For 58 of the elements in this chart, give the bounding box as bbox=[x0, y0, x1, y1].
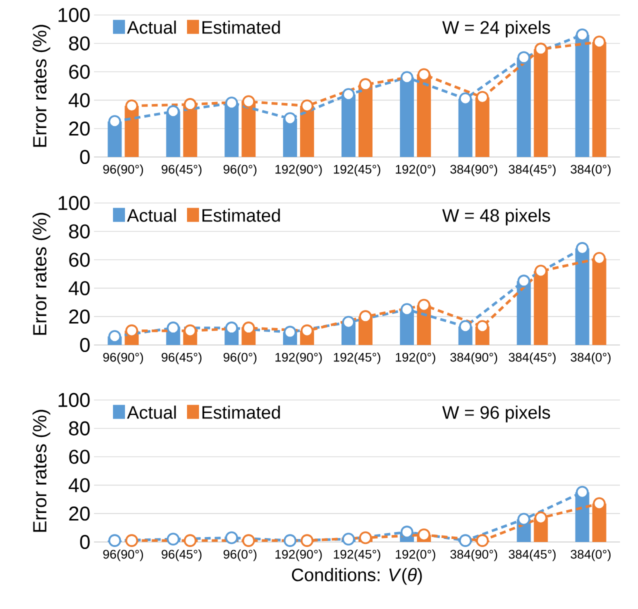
legend-label: Actual bbox=[127, 208, 176, 222]
x-tick-label: 384(0°) bbox=[570, 164, 611, 176]
x-tick-label: 96(90°) bbox=[103, 352, 144, 364]
y-axis-title: Error rates (%) bbox=[32, 212, 50, 335]
y-axis-title: Error rates (%) bbox=[32, 24, 50, 147]
x-tick-label: 192(45°) bbox=[334, 352, 380, 364]
x-tick-label: 96(45°) bbox=[162, 352, 202, 364]
y-tick-label: 40 bbox=[68, 93, 90, 108]
y-tick-label: 60 bbox=[69, 64, 90, 79]
x-tick-label: 192(45°) bbox=[334, 164, 380, 176]
legend-label: Estimated bbox=[202, 406, 280, 419]
x-tick-label: 96(0°) bbox=[224, 550, 256, 562]
x-tick-label: 96(90°) bbox=[103, 550, 144, 562]
x-tick-label: 192(90°) bbox=[275, 352, 322, 364]
annotation: W = 96 pixels bbox=[442, 406, 550, 422]
x-tick-label: 192(0°) bbox=[396, 352, 436, 364]
y-tick-label: 100 bbox=[58, 392, 90, 408]
legend-label: Actual bbox=[127, 406, 176, 419]
x-tick-label: 384(90°) bbox=[450, 352, 498, 364]
y-tick-label: 40 bbox=[68, 281, 90, 296]
y-tick-label: 80 bbox=[69, 36, 90, 50]
x-tick-label: 96(45°) bbox=[162, 550, 202, 562]
x-tick-label: 96(45°) bbox=[162, 164, 202, 176]
y-tick-label: 0 bbox=[80, 338, 90, 352]
y-tick-label: 100 bbox=[58, 8, 90, 22]
x-tick-label: 96(0°) bbox=[224, 164, 256, 176]
x-tick-label: 192(90°) bbox=[275, 164, 322, 176]
legend-label: Actual bbox=[127, 20, 176, 34]
legend-label: Estimated bbox=[202, 208, 280, 222]
y-tick-label: 20 bbox=[69, 506, 90, 521]
y-tick-label: 80 bbox=[69, 224, 90, 238]
x-tick-label: 192(90°) bbox=[275, 550, 322, 562]
x-tick-label: 384(45°) bbox=[508, 550, 556, 562]
y-tick-label: 0 bbox=[80, 534, 90, 550]
legend-label: Estimated bbox=[202, 20, 280, 34]
x-tick-label: 384(90°) bbox=[450, 550, 498, 562]
y-tick-label: 20 bbox=[69, 310, 90, 324]
x-tick-label: 384(90°) bbox=[450, 164, 498, 176]
annotation: W = 24 pixels bbox=[442, 20, 550, 38]
y-tick-label: 60 bbox=[69, 450, 90, 464]
x-tick-label: 384(45°) bbox=[508, 352, 556, 364]
y-tick-label: 100 bbox=[58, 196, 90, 210]
x-tick-label: 192(0°) bbox=[396, 550, 436, 562]
x-tick-label: 192(0°) bbox=[396, 164, 436, 176]
y-tick-label: 60 bbox=[69, 252, 90, 267]
x-tick-label: 96(90°) bbox=[103, 164, 144, 176]
x-tick-label: 192(45°) bbox=[334, 550, 380, 562]
y-axis-title: Error rates (%) bbox=[32, 410, 50, 532]
y-tick-label: 0 bbox=[80, 150, 90, 164]
x-tick-label: 384(45°) bbox=[508, 164, 556, 176]
y-tick-label: 40 bbox=[68, 478, 90, 492]
x-tick-label: 384(0°) bbox=[570, 550, 611, 562]
x-tick-label: 384(0°) bbox=[570, 352, 611, 364]
annotation: W = 48 pixels bbox=[442, 208, 550, 226]
y-tick-label: 80 bbox=[69, 421, 90, 436]
x-tick-label: 96(0°) bbox=[224, 352, 256, 364]
x-axis-title: Conditions: V(θ) bbox=[292, 568, 422, 585]
y-tick-label: 20 bbox=[69, 122, 90, 136]
